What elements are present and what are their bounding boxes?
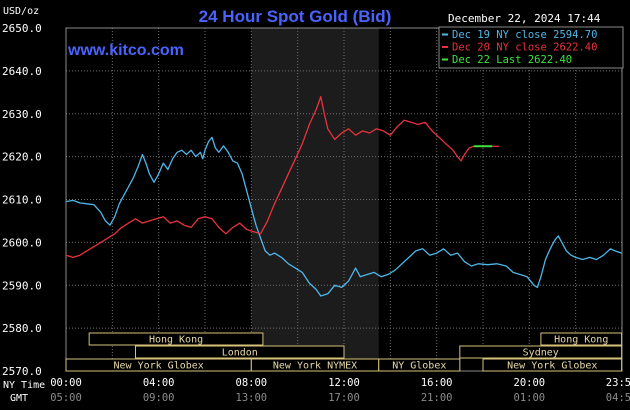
y-tick-label: 2610.0 xyxy=(2,194,42,207)
session-label: Hong Kong xyxy=(554,335,608,346)
session-bar xyxy=(88,332,264,346)
y-tick-label: 2580.0 xyxy=(2,322,42,335)
ny-time-row-label: NY Time xyxy=(3,380,45,391)
session-bar xyxy=(540,332,623,346)
timestamp: December 22, 2024 17:44 xyxy=(448,12,601,25)
legend-entry-dec22: Dec 22 Last 2622.40 xyxy=(452,54,572,66)
session-label: New York NYMEX xyxy=(273,361,357,372)
gmt-row-label: GMT xyxy=(10,393,28,404)
x-tick-label-ny: 12:00 xyxy=(328,377,360,389)
session-bar xyxy=(459,345,623,359)
x-tick-label-ny: 20:00 xyxy=(514,377,546,389)
session-bar xyxy=(482,358,623,372)
x-tick-label-gmt: 09:00 xyxy=(143,392,175,404)
y-tick-label: 2640.0 xyxy=(2,65,42,78)
x-tick-label-ny: 23:59 xyxy=(606,377,630,389)
y-tick-label: 2570.0 xyxy=(2,365,42,378)
session-bar xyxy=(135,345,345,359)
y-tick-label: 2590.0 xyxy=(2,279,42,292)
x-tick-label-ny: 08:00 xyxy=(236,377,268,389)
y-unit-label: USD/oz xyxy=(3,6,39,17)
kitco-watermark[interactable]: www.kitco.com xyxy=(67,42,184,59)
y-tick-label: 2600.0 xyxy=(2,236,42,249)
legend-box xyxy=(438,26,624,69)
x-tick-label-gmt: 17:00 xyxy=(328,392,360,404)
x-tick-label-ny: 04:00 xyxy=(143,377,175,389)
series-line-dec19 xyxy=(65,136,622,297)
session-label: Hong Kong xyxy=(149,335,203,346)
y-tick-label: 2630.0 xyxy=(2,108,42,121)
session-label: NY Globex xyxy=(392,361,446,372)
session-label: Sydney xyxy=(523,348,559,359)
legend-entry-dec19: Dec 19 NY close 2594.70 xyxy=(452,29,597,41)
x-tick-label-gmt: 21:00 xyxy=(421,392,453,404)
session-label: London xyxy=(222,348,258,359)
x-tick-label-gmt: 01:00 xyxy=(514,392,546,404)
chart-title: 24 Hour Spot Gold (Bid) xyxy=(199,7,392,26)
session-label: New York Globex xyxy=(114,361,204,372)
series-line-dec20 xyxy=(65,95,474,259)
x-tick-label-ny: 16:00 xyxy=(421,377,453,389)
x-tick-label-ny: 00:00 xyxy=(50,377,82,389)
legend-entry-dec20: Dec 20 NY close 2622.40 xyxy=(452,42,597,54)
x-tick-label-gmt: 05:00 xyxy=(50,392,82,404)
x-tick-label-gmt: 04:59 xyxy=(606,392,630,404)
session-label: New York Globex xyxy=(507,361,597,372)
y-tick-label: 2620.0 xyxy=(2,151,42,164)
session-bar xyxy=(378,358,461,372)
x-tick-label-gmt: 13:00 xyxy=(236,392,268,404)
y-tick-label: 2650.0 xyxy=(2,22,42,35)
